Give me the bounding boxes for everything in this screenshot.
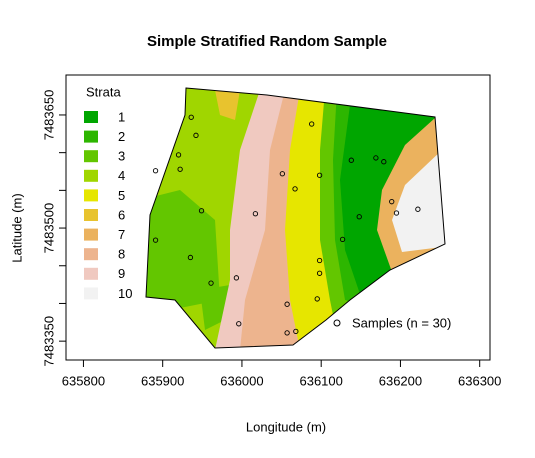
sample-point bbox=[415, 206, 421, 212]
y-tick-label: 7483350 bbox=[41, 316, 56, 367]
sample-point bbox=[208, 280, 214, 286]
legend-label: 3 bbox=[118, 149, 125, 164]
x-tick-label: 635900 bbox=[141, 373, 184, 388]
sample-point bbox=[177, 166, 183, 172]
boundary bbox=[145, 87, 446, 349]
legend-swatch bbox=[84, 209, 98, 221]
legend-label: 6 bbox=[118, 207, 125, 222]
sample-point bbox=[252, 211, 259, 217]
sample-point bbox=[198, 208, 205, 214]
sample-point bbox=[292, 186, 298, 192]
x-tick-label: 636000 bbox=[220, 373, 263, 388]
sample-point bbox=[152, 237, 159, 243]
legend-label: Samples (n = 30) bbox=[352, 315, 451, 330]
sample-point bbox=[293, 328, 299, 334]
legend-swatch bbox=[84, 111, 98, 123]
sample-point bbox=[393, 210, 400, 216]
sample-point bbox=[152, 168, 159, 174]
sample-point bbox=[381, 159, 387, 165]
sample-point bbox=[316, 257, 323, 264]
legend-swatch bbox=[84, 150, 98, 163]
legend-label: 10 bbox=[118, 286, 132, 301]
legend-swatch bbox=[84, 228, 98, 241]
sample-point bbox=[373, 155, 379, 161]
legend-label: 8 bbox=[118, 247, 125, 262]
stratum-region bbox=[146, 190, 220, 310]
x-axis-label: Longitude (m) bbox=[246, 419, 326, 434]
sample-point bbox=[236, 321, 242, 327]
legend-swatch bbox=[84, 189, 98, 202]
legend-swatch bbox=[84, 130, 98, 143]
chart-title: Simple Stratified Random Sample bbox=[147, 33, 387, 50]
stratum-region bbox=[215, 90, 240, 120]
legend-label: 1 bbox=[118, 109, 125, 124]
legend-label: 2 bbox=[118, 129, 125, 144]
sample-point bbox=[193, 132, 199, 138]
legend-swatch bbox=[84, 169, 98, 182]
sample-point bbox=[389, 199, 395, 205]
sample-point bbox=[339, 236, 346, 243]
sample-point bbox=[279, 171, 286, 177]
y-axis-label: Latitude (m) bbox=[9, 193, 24, 262]
legend-swatch bbox=[84, 267, 98, 280]
x-tick-label: 636200 bbox=[379, 373, 422, 388]
sample-point bbox=[314, 296, 320, 302]
legend-title: Strata bbox=[86, 84, 121, 99]
x-tick-label: 636300 bbox=[458, 373, 501, 388]
sample-point bbox=[233, 275, 240, 281]
legend-label: 4 bbox=[118, 168, 125, 183]
legend-label: 9 bbox=[118, 266, 125, 281]
y-tick-label: 7483650 bbox=[41, 90, 56, 141]
sample-point bbox=[284, 330, 290, 336]
x-tick-label: 635800 bbox=[62, 373, 105, 388]
y-tick-label: 7483500 bbox=[41, 203, 56, 254]
sample-point bbox=[188, 114, 194, 120]
sample-point bbox=[316, 270, 323, 276]
sample-point bbox=[316, 172, 323, 178]
legend-label: 7 bbox=[118, 227, 125, 242]
sample-point bbox=[284, 301, 290, 307]
x-tick-label: 636100 bbox=[299, 373, 342, 388]
stratum-region bbox=[392, 150, 445, 252]
legend-swatch bbox=[84, 248, 98, 261]
sample-point bbox=[309, 121, 315, 127]
plot-frame bbox=[65, 74, 491, 361]
legend-label: 5 bbox=[118, 188, 125, 203]
sample-point bbox=[348, 157, 354, 163]
legend-swatch bbox=[84, 287, 98, 300]
legend-marker bbox=[333, 319, 341, 327]
sample-point bbox=[187, 254, 194, 261]
sample-point bbox=[356, 214, 362, 220]
sample-point bbox=[175, 152, 182, 158]
